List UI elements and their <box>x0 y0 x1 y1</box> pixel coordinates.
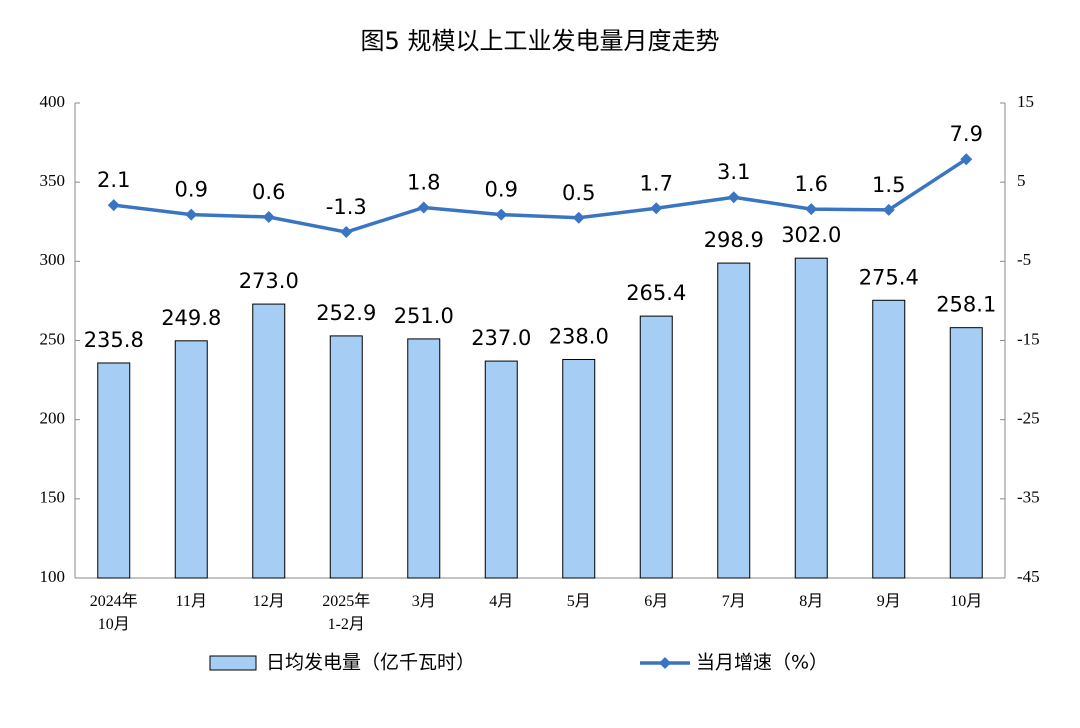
bar-value-label: 238.0 <box>549 325 609 349</box>
bar <box>949 327 983 579</box>
y2-tick-label: 5 <box>1017 171 1026 190</box>
bar-value-label: 237.0 <box>471 326 531 350</box>
y-tick-label: 350 <box>40 171 66 190</box>
bar <box>562 359 596 579</box>
chart-title: 图5 规模以上工业发电量月度走势 <box>361 27 720 55</box>
line-marker <box>107 199 120 212</box>
legend-label: 当月增速（%） <box>696 652 828 674</box>
x-tick-label: 12月 <box>252 593 285 610</box>
bar <box>484 360 518 579</box>
y-tick-label: 300 <box>40 250 66 269</box>
bar-value-label: 298.9 <box>704 228 764 252</box>
y2-tick-label: -45 <box>1017 567 1040 586</box>
y2-tick-label: -35 <box>1017 488 1040 507</box>
line-value-label: 0.5 <box>562 181 595 205</box>
x-tick-label: 9月 <box>876 593 901 610</box>
x-tick-label: 6月 <box>644 593 669 610</box>
x-tick-label: 2025年 1-2月 <box>322 593 371 633</box>
y-tick-label: 400 <box>40 92 66 111</box>
bar <box>639 315 673 579</box>
line-value-label: 1.6 <box>795 172 828 196</box>
line-value-label: 0.9 <box>175 178 208 202</box>
line-marker <box>805 203 818 216</box>
line-value-label: 0.6 <box>252 180 285 204</box>
bar <box>174 340 208 579</box>
line-value-label: 0.9 <box>485 178 518 202</box>
bar-value-label: 302.0 <box>781 223 841 247</box>
y-tick-label: 100 <box>40 567 66 586</box>
line-marker <box>960 153 973 166</box>
line-marker <box>572 211 585 224</box>
bar <box>329 335 363 579</box>
line-value-label: 2.1 <box>97 168 130 192</box>
line-value-label: 1.5 <box>872 173 905 197</box>
line-marker <box>727 191 740 204</box>
bar <box>717 262 751 579</box>
line-marker <box>417 201 430 214</box>
x-tick-label: 5月 <box>566 593 591 610</box>
line <box>113 157 968 234</box>
bar <box>97 362 131 579</box>
x-tick-label: 2024年 10月 <box>89 593 138 633</box>
y2-tick-label: -15 <box>1017 329 1040 348</box>
bar-value-label: 273.0 <box>239 269 299 293</box>
x-tick-label: 3月 <box>411 593 436 610</box>
y2-tick-label: -25 <box>1017 409 1040 428</box>
bar-value-label: 235.8 <box>84 328 144 352</box>
bar <box>794 257 828 579</box>
x-tick-label: 11月 <box>175 593 207 610</box>
bar-value-label: 251.0 <box>394 304 454 328</box>
bar-value-label: 258.1 <box>936 293 996 317</box>
line-marker <box>495 208 508 221</box>
x-tick-label: 10月 <box>950 593 983 610</box>
bar-value-label: 252.9 <box>316 301 376 325</box>
y-tick-label: 200 <box>40 409 66 428</box>
line-marker <box>650 202 663 215</box>
y-tick-label: 250 <box>40 329 66 348</box>
bar-value-label: 275.4 <box>859 265 919 289</box>
line-value-label: 7.9 <box>950 122 983 146</box>
line-value-label: 3.1 <box>717 160 750 184</box>
bar-value-label: 265.4 <box>626 281 686 305</box>
line-marker <box>185 208 198 221</box>
bar-value-label: 249.8 <box>161 306 221 330</box>
bar <box>407 338 441 579</box>
line-marker <box>262 211 275 223</box>
bar <box>252 303 286 579</box>
x-tick-label: 4月 <box>489 593 514 610</box>
x-tick-label: 7月 <box>721 593 746 610</box>
bar <box>872 299 906 579</box>
legend-label: 日均发电量（亿千瓦时） <box>266 652 475 674</box>
line-marker <box>340 226 353 239</box>
y2-tick-label: -5 <box>1017 250 1031 269</box>
line-value-label: 1.8 <box>407 171 440 195</box>
legend-swatch-marker <box>659 657 671 669</box>
y-tick-label: 150 <box>40 488 66 507</box>
x-tick-label: 8月 <box>799 593 824 610</box>
line-value-label: -1.3 <box>326 195 367 219</box>
line-value-label: 1.7 <box>640 171 673 195</box>
legend-swatch <box>209 655 257 671</box>
line-marker <box>882 203 895 216</box>
y2-tick-label: 15 <box>1017 92 1034 111</box>
